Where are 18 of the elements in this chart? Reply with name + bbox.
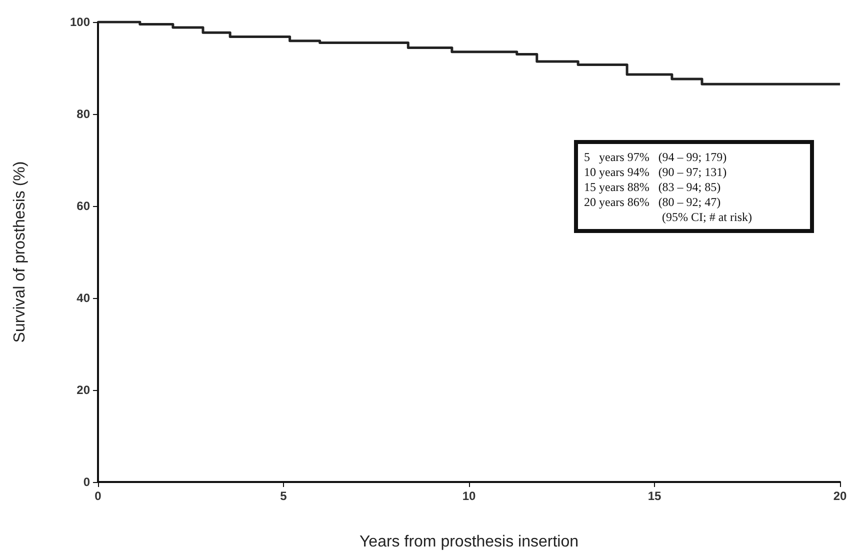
y-tick-label: 60 xyxy=(76,199,90,213)
y-tick-label: 80 xyxy=(76,107,90,121)
x-tick-label: 15 xyxy=(648,489,662,503)
x-tick-label: 20 xyxy=(833,489,847,503)
y-tick-label: 100 xyxy=(70,15,90,29)
annotation: (95% CI; # at risk) xyxy=(661,210,753,225)
y-axis-title: Survival of prosthesis (%) xyxy=(12,161,28,343)
y-tick-label: 40 xyxy=(76,291,90,305)
x-tick-label: 10 xyxy=(462,489,476,503)
y-tick-label: 20 xyxy=(76,383,90,397)
y-tick-label: 0 xyxy=(83,475,90,489)
x-tick-label: 5 xyxy=(280,489,288,503)
x-tick-label: 0 xyxy=(94,489,102,503)
x-axis-title: Years from prosthesis insertion xyxy=(359,534,579,550)
annotation: 10 years 94% (90 – 97; 131) xyxy=(584,165,728,180)
annotation: 5 years 97% (94 – 99; 179) xyxy=(584,150,728,165)
annotation: 20 years 86% (80 – 92; 47) xyxy=(584,195,722,210)
annotation: 15 years 88% (83 – 94; 85) xyxy=(584,180,722,195)
